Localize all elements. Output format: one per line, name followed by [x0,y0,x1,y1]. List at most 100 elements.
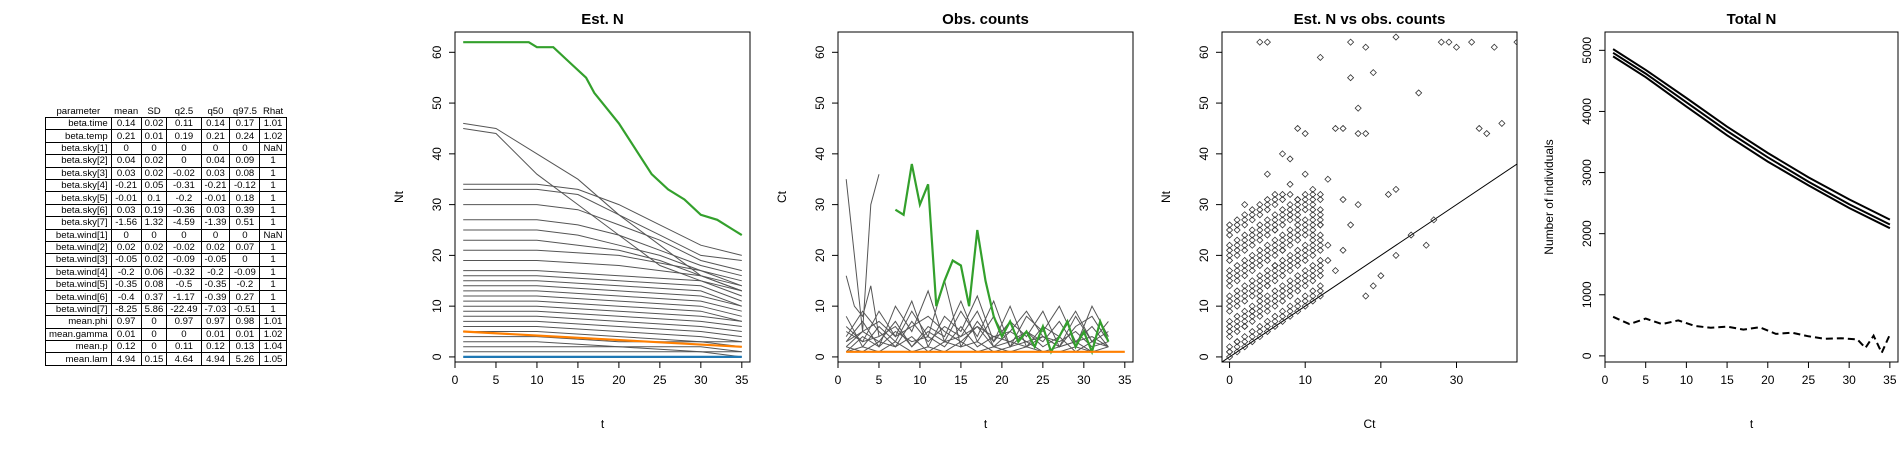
scatter-point [1278,246,1287,254]
x-axis-label: Ct [1364,417,1377,431]
series-line [463,310,742,327]
scatter-point [1339,195,1347,204]
scatter-point [1286,256,1294,265]
table-row: beta.temp 0.21 0.01 0.19 0.21 0.24 1.02 [45,129,287,143]
x-tick-label: 0 [1226,373,1233,387]
y-tick-label: 40 [430,147,444,161]
scatter-point [1278,150,1287,158]
scatter-point [1225,343,1234,351]
scatter-point [1225,297,1234,305]
scatter-point [1248,236,1256,244]
scatter-point [1271,221,1279,229]
table-row: beta.sky[1] 0 0 0 0 0 NaN [45,141,287,156]
plot-area [463,41,743,358]
scatter-point [1263,231,1271,239]
series-line [463,320,742,338]
scatter-point [1263,170,1271,178]
table-cell: mean.lam [45,352,112,366]
scatter-point [1248,333,1256,341]
scatter-point [1271,201,1279,209]
scatter-point [1301,292,1309,300]
scatter-point [1263,292,1271,300]
series-line [463,305,742,322]
scatter-point [1233,322,1241,331]
scatter-point [1241,287,1249,295]
table-cell: 0.18 [229,191,261,205]
scatter-point [1248,302,1256,310]
chart-panel: Est. N vs obs. counts Ct Nt 0 10 20 30 0 10 20 30 4… [1159,11,1518,431]
y-tick-label: 10 [430,299,444,313]
scatter-point [1256,277,1264,285]
scatter-point [1301,272,1309,280]
scatter-point [1316,195,1324,204]
scatter-point [1301,170,1309,178]
table-cell: 1.01 [259,116,287,131]
scatter-point [1233,317,1241,325]
scatter-point [1316,236,1324,244]
scatter-point [1294,216,1302,224]
scatter-point [1233,343,1241,351]
y-tick-label: 10 [1197,299,1211,313]
scatter-point [1271,287,1279,295]
series-line [463,249,742,287]
scatter-point [1294,307,1302,315]
table-cell: 0 [110,228,142,242]
scatter-point [1286,236,1294,244]
series-line [463,331,742,343]
scatter-point [1286,155,1294,163]
table-cell: 1 [259,154,287,168]
scatter-point [1241,307,1249,315]
table-header-cell: parameter [56,106,101,117]
scatter-point [1225,302,1234,310]
scatter-point [1256,322,1264,331]
scatter-point [1233,302,1241,310]
scatter-point [1278,221,1287,229]
scatter-point [1286,206,1294,214]
table-cell: -0.4 [110,290,142,304]
scatter-point [1225,272,1234,280]
scatter-point [1248,287,1256,295]
table-cell: 0.04 [110,154,142,168]
table-cell: beta.sky[5] [45,191,112,205]
scatter-point [1483,129,1491,138]
table-row: mean.lam 4.94 0.15 4.64 4.94 5.26 1.05 [45,352,287,366]
x-axis-label: t [1750,417,1754,431]
series-line [845,289,1109,349]
scatter-point [1309,236,1317,244]
scatter-point [1248,292,1256,300]
table-cell: -0.21 [110,178,142,193]
table-header-cell: q97.5 [232,106,257,117]
x-tick-label: 0 [835,373,842,387]
series-line [845,310,1109,348]
scatter-point [1248,267,1256,275]
table-row: beta.wind[7] -8.25 5.86 -22.49 -7.03 -0.51 1 [45,302,287,317]
scatter-point [1278,317,1287,325]
scatter-point [1225,226,1234,234]
scatter-point [1294,282,1302,290]
y-tick-label: 20 [1197,248,1211,262]
scatter-point [1309,211,1317,219]
table-cell: 4.94 [110,352,142,366]
scatter-point [1256,333,1264,341]
scatter-point [1256,327,1264,336]
scatter-point [1415,89,1423,97]
series-line [463,219,742,277]
series-line [463,239,742,287]
scatter-point [1256,201,1264,209]
scatter-point [1248,226,1256,234]
scatter-point [1241,216,1249,224]
scatter-point [1263,322,1271,331]
scatter-point [1316,206,1324,214]
table-cell: 1 [259,203,287,218]
table-cell: 0 [110,141,142,156]
plot-area [1612,48,1891,356]
scatter-point [1271,216,1279,224]
y-tick-label: 1000 [1580,281,1594,308]
scatter-point [1263,297,1271,305]
scatter-point [1248,338,1256,346]
scatter-point [1233,236,1241,244]
x-tick-label: 10 [913,373,927,387]
scatter-point [1233,338,1241,346]
scatter-point [1294,272,1302,280]
series-line [845,275,880,337]
